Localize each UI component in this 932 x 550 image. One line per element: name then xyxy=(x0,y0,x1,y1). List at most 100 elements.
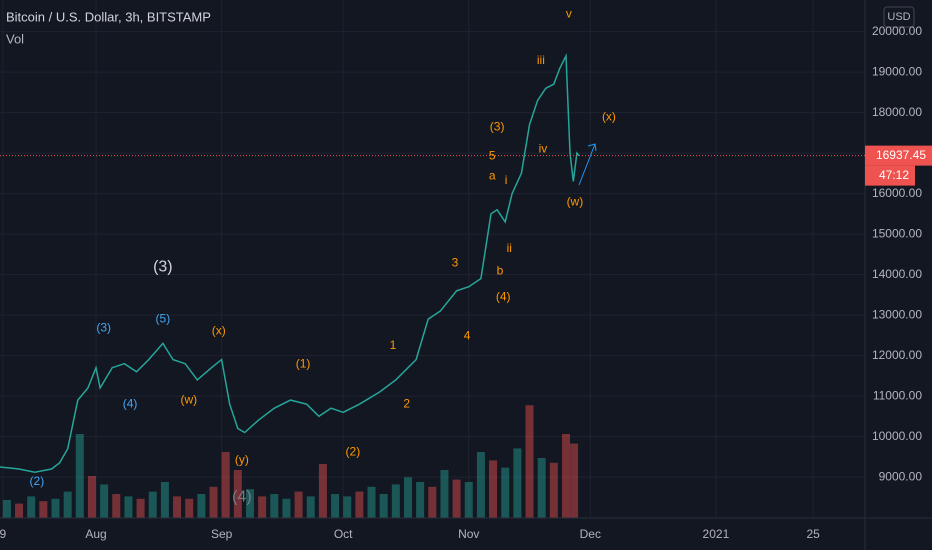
arrow-head xyxy=(587,143,597,152)
volume-bar xyxy=(570,443,579,518)
volume-bar xyxy=(185,498,194,518)
volume-bar xyxy=(197,494,206,518)
volume-bar xyxy=(2,500,11,518)
volume-bar xyxy=(51,498,60,518)
y-tick-label: 15000.00 xyxy=(872,226,922,240)
volume-bar xyxy=(513,448,522,518)
wave-label: b xyxy=(497,263,504,277)
x-tick-label: Nov xyxy=(458,527,479,541)
x-tick-label: 2021 xyxy=(703,527,730,541)
last-price-label: 16937.45 xyxy=(876,148,926,162)
volume-bar xyxy=(428,486,437,518)
volume-bar xyxy=(148,491,157,518)
wave-label: 4 xyxy=(464,328,471,342)
volume-bar xyxy=(209,486,218,518)
volume-bar xyxy=(245,489,254,518)
y-tick-label: 12000.00 xyxy=(872,348,922,362)
x-tick-label: Dec xyxy=(580,527,601,541)
wave-label: (y) xyxy=(235,452,249,466)
volume-bar xyxy=(258,496,267,518)
wave-label: (x) xyxy=(212,323,226,337)
wave-label: iv xyxy=(539,141,548,155)
volume-bar xyxy=(501,467,510,518)
wave-label: i xyxy=(505,173,508,187)
wave-label: 2 xyxy=(403,396,410,410)
volume-bar xyxy=(306,496,315,518)
plot-area xyxy=(0,0,865,518)
volume-bar xyxy=(318,464,327,518)
volume-bar xyxy=(100,484,109,518)
wave-label: iii xyxy=(537,53,545,67)
volume-bar xyxy=(452,479,461,518)
volume-bar xyxy=(416,482,425,518)
volume-bar xyxy=(27,496,36,518)
countdown-label: 47:12 xyxy=(879,168,909,182)
volume-bar xyxy=(549,462,558,518)
volume-bar xyxy=(476,452,485,518)
y-tick-label: 20000.00 xyxy=(872,24,922,38)
wave-label: v xyxy=(566,6,572,20)
chart-title: Bitcoin / U.S. Dollar, 3h, BITSTAMP xyxy=(6,9,211,24)
x-tick-label: 25 xyxy=(806,527,820,541)
volume-bar xyxy=(63,491,72,518)
wave-label: (4) xyxy=(496,289,511,303)
x-tick-label: 9 xyxy=(0,527,6,541)
wave-label: (w) xyxy=(180,392,197,406)
volume-bar xyxy=(343,496,352,518)
volume-bar xyxy=(136,498,145,518)
y-tick-label: 18000.00 xyxy=(872,105,922,119)
volume-bar xyxy=(87,476,96,518)
volume-bar xyxy=(525,405,534,518)
volume-bar xyxy=(15,503,24,518)
wave-label: (x) xyxy=(602,109,616,123)
countdown-box xyxy=(865,165,915,186)
volume-bar xyxy=(537,458,546,518)
volume-bar xyxy=(160,482,169,518)
wave-label: (5) xyxy=(156,311,171,325)
volume-bar xyxy=(173,496,182,518)
wave-label: a xyxy=(489,168,496,182)
volume-bar xyxy=(355,491,364,518)
volume-bar xyxy=(561,434,570,518)
wave-label: (3) xyxy=(153,258,173,275)
y-tick-label: 16000.00 xyxy=(872,186,922,200)
y-tick-label: 19000.00 xyxy=(872,64,922,78)
volume-bar xyxy=(403,477,412,518)
volume-bar xyxy=(440,470,449,518)
y-tick-label: 11000.00 xyxy=(873,388,922,402)
currency-label[interactable]: USD xyxy=(887,11,910,23)
wave-label: (4) xyxy=(123,396,138,410)
volume-bar xyxy=(112,494,121,518)
price-line xyxy=(0,52,580,473)
y-tick-label: 9000.00 xyxy=(879,469,923,483)
x-tick-label: Aug xyxy=(85,527,106,541)
volume-bar xyxy=(367,486,376,518)
last-price-box xyxy=(865,145,932,166)
volume-bar xyxy=(379,494,388,518)
volume-bar xyxy=(464,482,473,518)
wave-label: (2) xyxy=(30,474,45,488)
wave-label: (w) xyxy=(567,194,584,208)
volume-bar xyxy=(282,498,291,518)
volume-bar xyxy=(75,434,84,518)
volume-bar xyxy=(294,491,303,518)
x-tick-label: Oct xyxy=(334,527,353,541)
wave-label: 3 xyxy=(452,255,459,269)
y-tick-label: 10000.00 xyxy=(872,429,922,443)
volume-bar xyxy=(233,470,242,518)
x-tick-label: Sep xyxy=(211,527,233,541)
arrow xyxy=(578,143,596,186)
currency-button[interactable] xyxy=(883,6,915,28)
wave-label: (1) xyxy=(296,356,311,370)
volume-bar xyxy=(39,501,48,518)
wave-label: 1 xyxy=(390,338,397,352)
volume-bar xyxy=(124,496,133,518)
y-tick-label: 14000.00 xyxy=(872,267,922,281)
wave-label: ii xyxy=(507,241,512,255)
y-tick-label: 13000.00 xyxy=(872,307,922,321)
wave-label: (2) xyxy=(346,444,361,458)
volume-bar xyxy=(391,484,400,518)
wave-label: 5 xyxy=(489,148,496,162)
volume-bar xyxy=(489,460,498,518)
